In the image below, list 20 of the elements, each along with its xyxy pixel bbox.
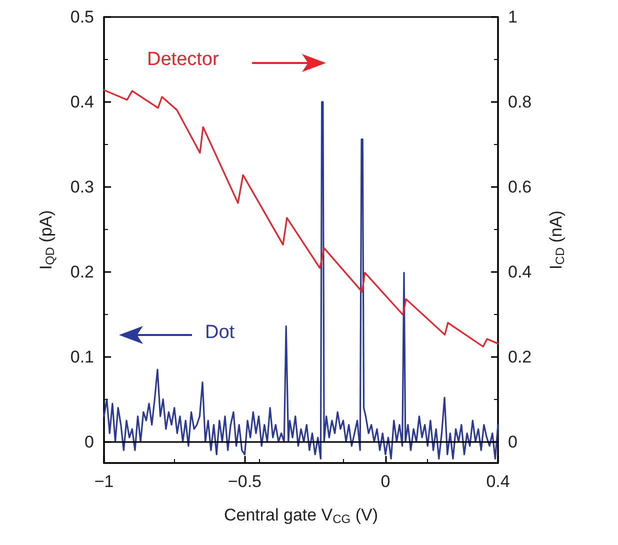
- y2-tick-label: 0: [508, 432, 518, 452]
- annotation: Dot: [205, 322, 236, 343]
- y2-tick-label: 0.8: [508, 92, 532, 112]
- y2-tick-label: 0.2: [508, 347, 532, 366]
- y-tick-label: 0.3: [70, 177, 94, 196]
- y2-tick-label: 1: [508, 8, 518, 26]
- y2-tick-label: 0.6: [508, 177, 532, 196]
- y2-axis-title: ICD (nA): [546, 210, 567, 270]
- annotation: Detector: [147, 49, 220, 70]
- y-tick-label: 0: [84, 432, 94, 452]
- y-tick-label: 0.4: [70, 92, 94, 112]
- x-tick-label: −1: [94, 472, 114, 491]
- y-tick-label: 0.2: [70, 262, 94, 282]
- y-tick-label: 0.1: [70, 347, 94, 366]
- y2-tick-label: 0.4: [508, 262, 532, 282]
- x-tick-label: −0.5: [228, 472, 262, 491]
- y-axis-title: IQD (pA): [36, 210, 57, 270]
- x-tick-label: 0.4: [486, 472, 510, 491]
- x-tick-label: 0: [380, 472, 390, 491]
- y-tick-label: 0.5: [70, 8, 94, 26]
